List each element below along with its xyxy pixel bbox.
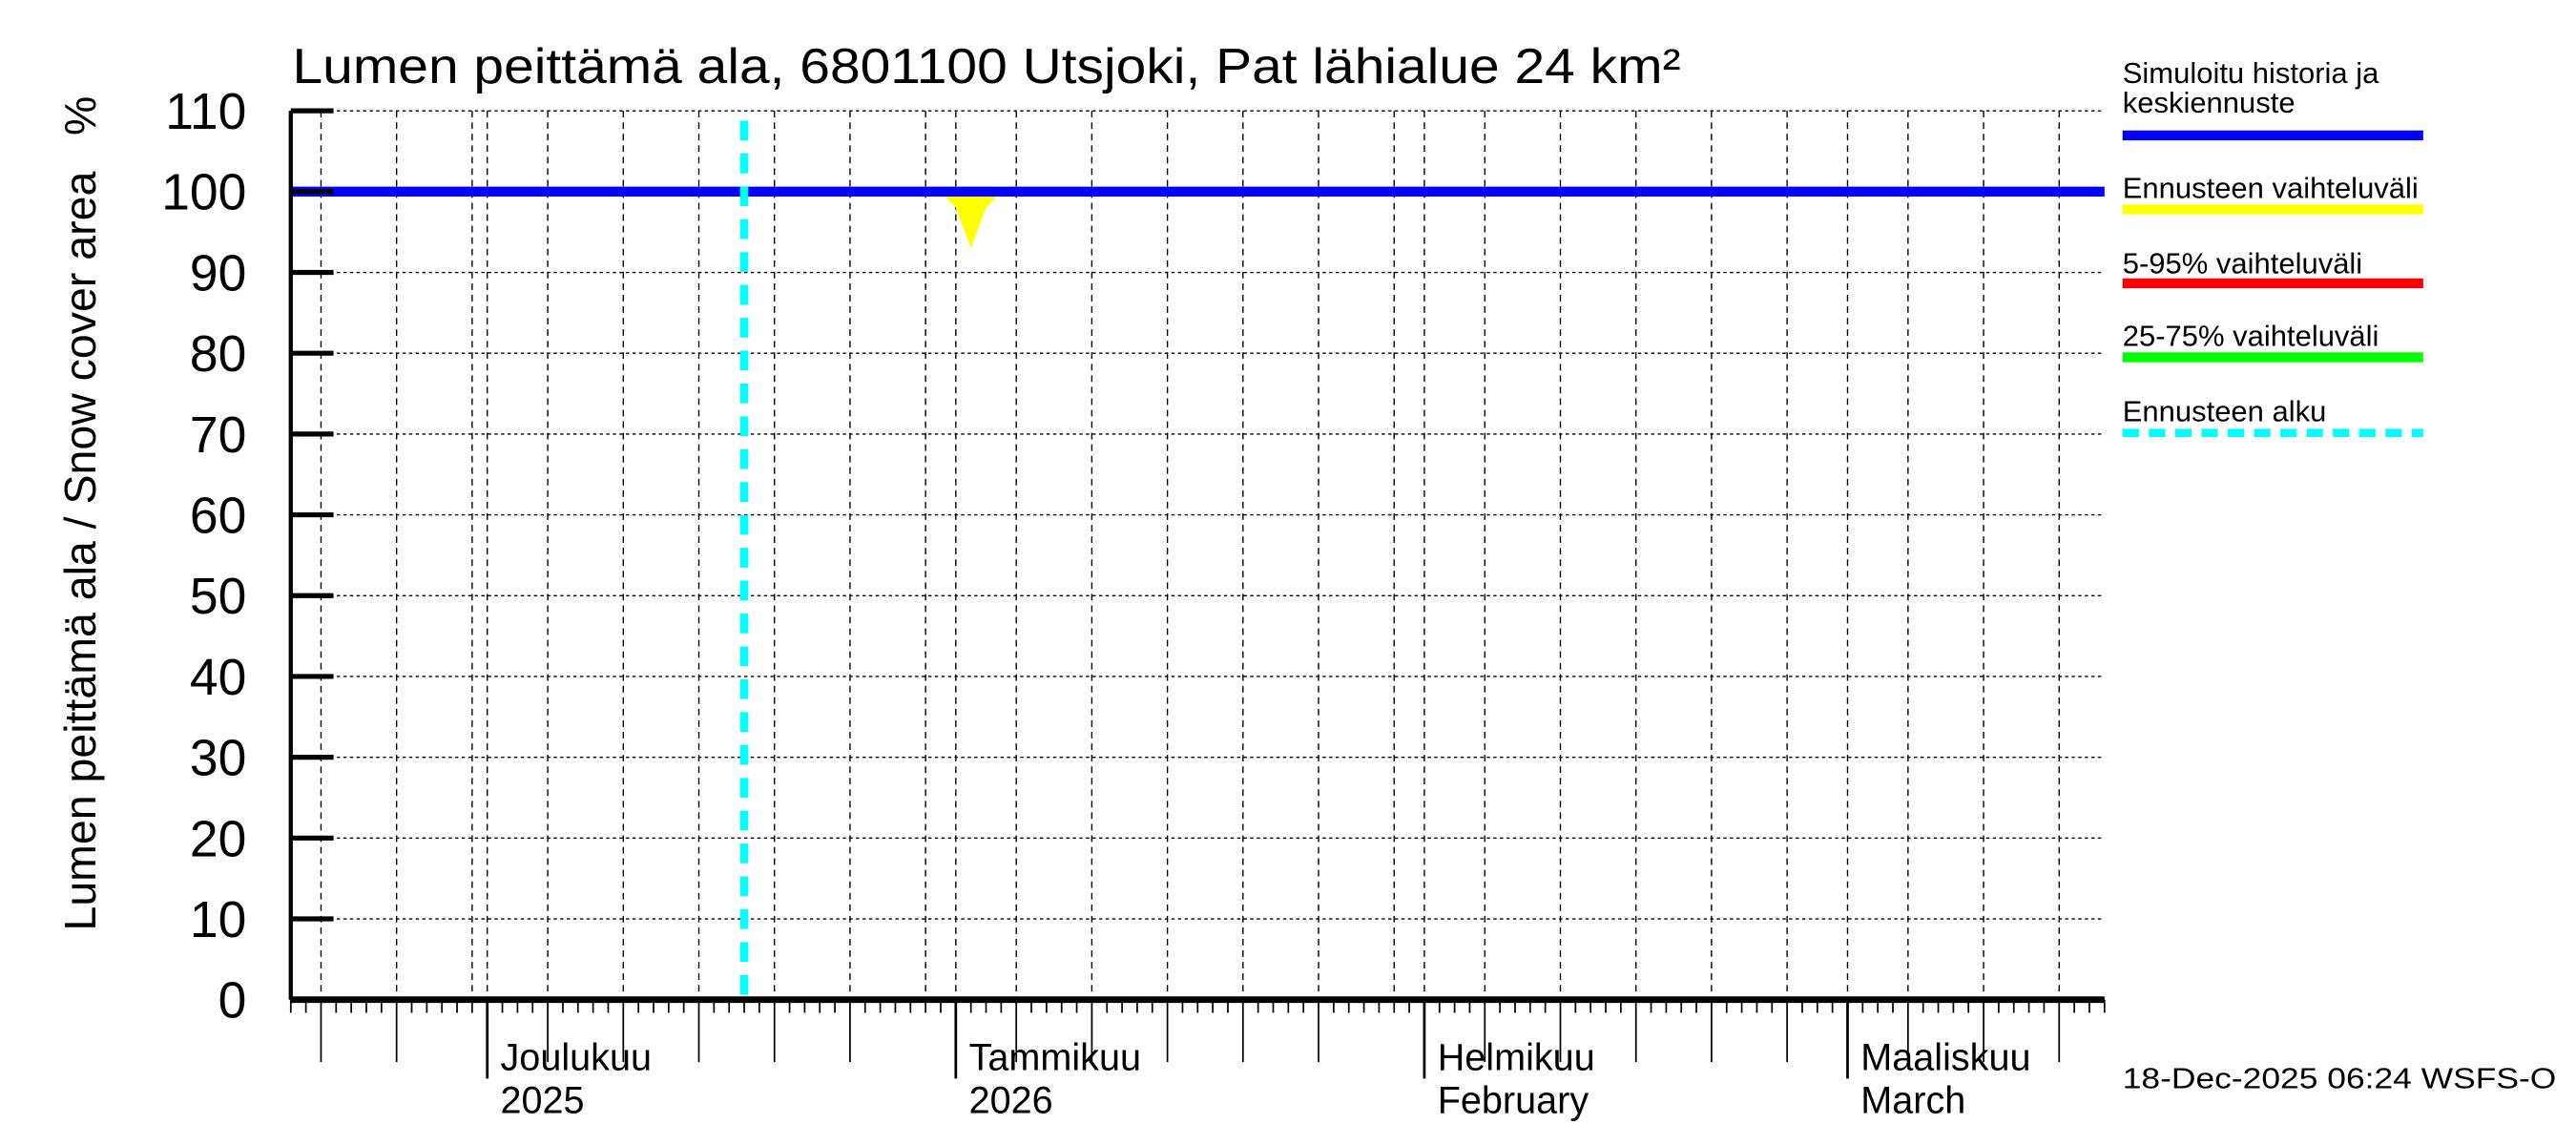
legend-label: 25-75% vaihteluväli: [2123, 319, 2379, 352]
legend-label: 5-95% vaihteluväli: [2123, 247, 2362, 281]
legend-label: Ennusteen alku: [2123, 395, 2327, 428]
x-month-label: Tammikuu: [969, 1037, 1141, 1079]
chart-title: Lumen peittämä ala, 6801100 Utsjoki, Pat…: [293, 38, 1681, 94]
legend-label: Simuloitu historia ja: [2123, 56, 2379, 90]
x-month-label: Helmikuu: [1438, 1037, 1595, 1079]
y-tick-label: 20: [190, 811, 246, 867]
x-month-label-secondary: February: [1438, 1080, 1589, 1122]
y-tick-label: 100: [161, 165, 246, 221]
y-tick-label: 40: [190, 650, 246, 706]
x-month-label: Maaliskuu: [1860, 1037, 2030, 1079]
series-layer: [290, 120, 2105, 1000]
y-tick-label: 10: [190, 892, 246, 948]
y-tick-label: 80: [190, 326, 246, 383]
y-tick-label: 30: [190, 731, 246, 787]
legend-label: Ennusteen vaihteluväli: [2123, 171, 2419, 204]
timestamp-footer: 18-Dec-2025 06:24 WSFS-O: [2123, 1062, 2557, 1095]
y-tick-label: 0: [218, 973, 247, 1030]
forecast-range-band: [835, 191, 1002, 249]
y-axis-label: Lumen peittämä ala / Snow cover area: [55, 172, 105, 931]
x-month-label-secondary: March: [1860, 1080, 1965, 1122]
legend-label: keskiennuste: [2123, 86, 2296, 119]
y-tick-label: 110: [165, 84, 246, 140]
y-tick-label: 90: [190, 245, 246, 302]
grid: [290, 110, 2105, 1000]
x-month-label-secondary: 2026: [969, 1080, 1053, 1122]
y-tick-label: 70: [190, 407, 246, 464]
x-month-label: Joulukuu: [501, 1037, 653, 1079]
y-tick-label: 60: [190, 489, 246, 545]
y-axis-unit: %: [55, 96, 105, 135]
y-tick-label: 50: [190, 569, 246, 625]
x-month-label-secondary: 2025: [501, 1080, 585, 1122]
